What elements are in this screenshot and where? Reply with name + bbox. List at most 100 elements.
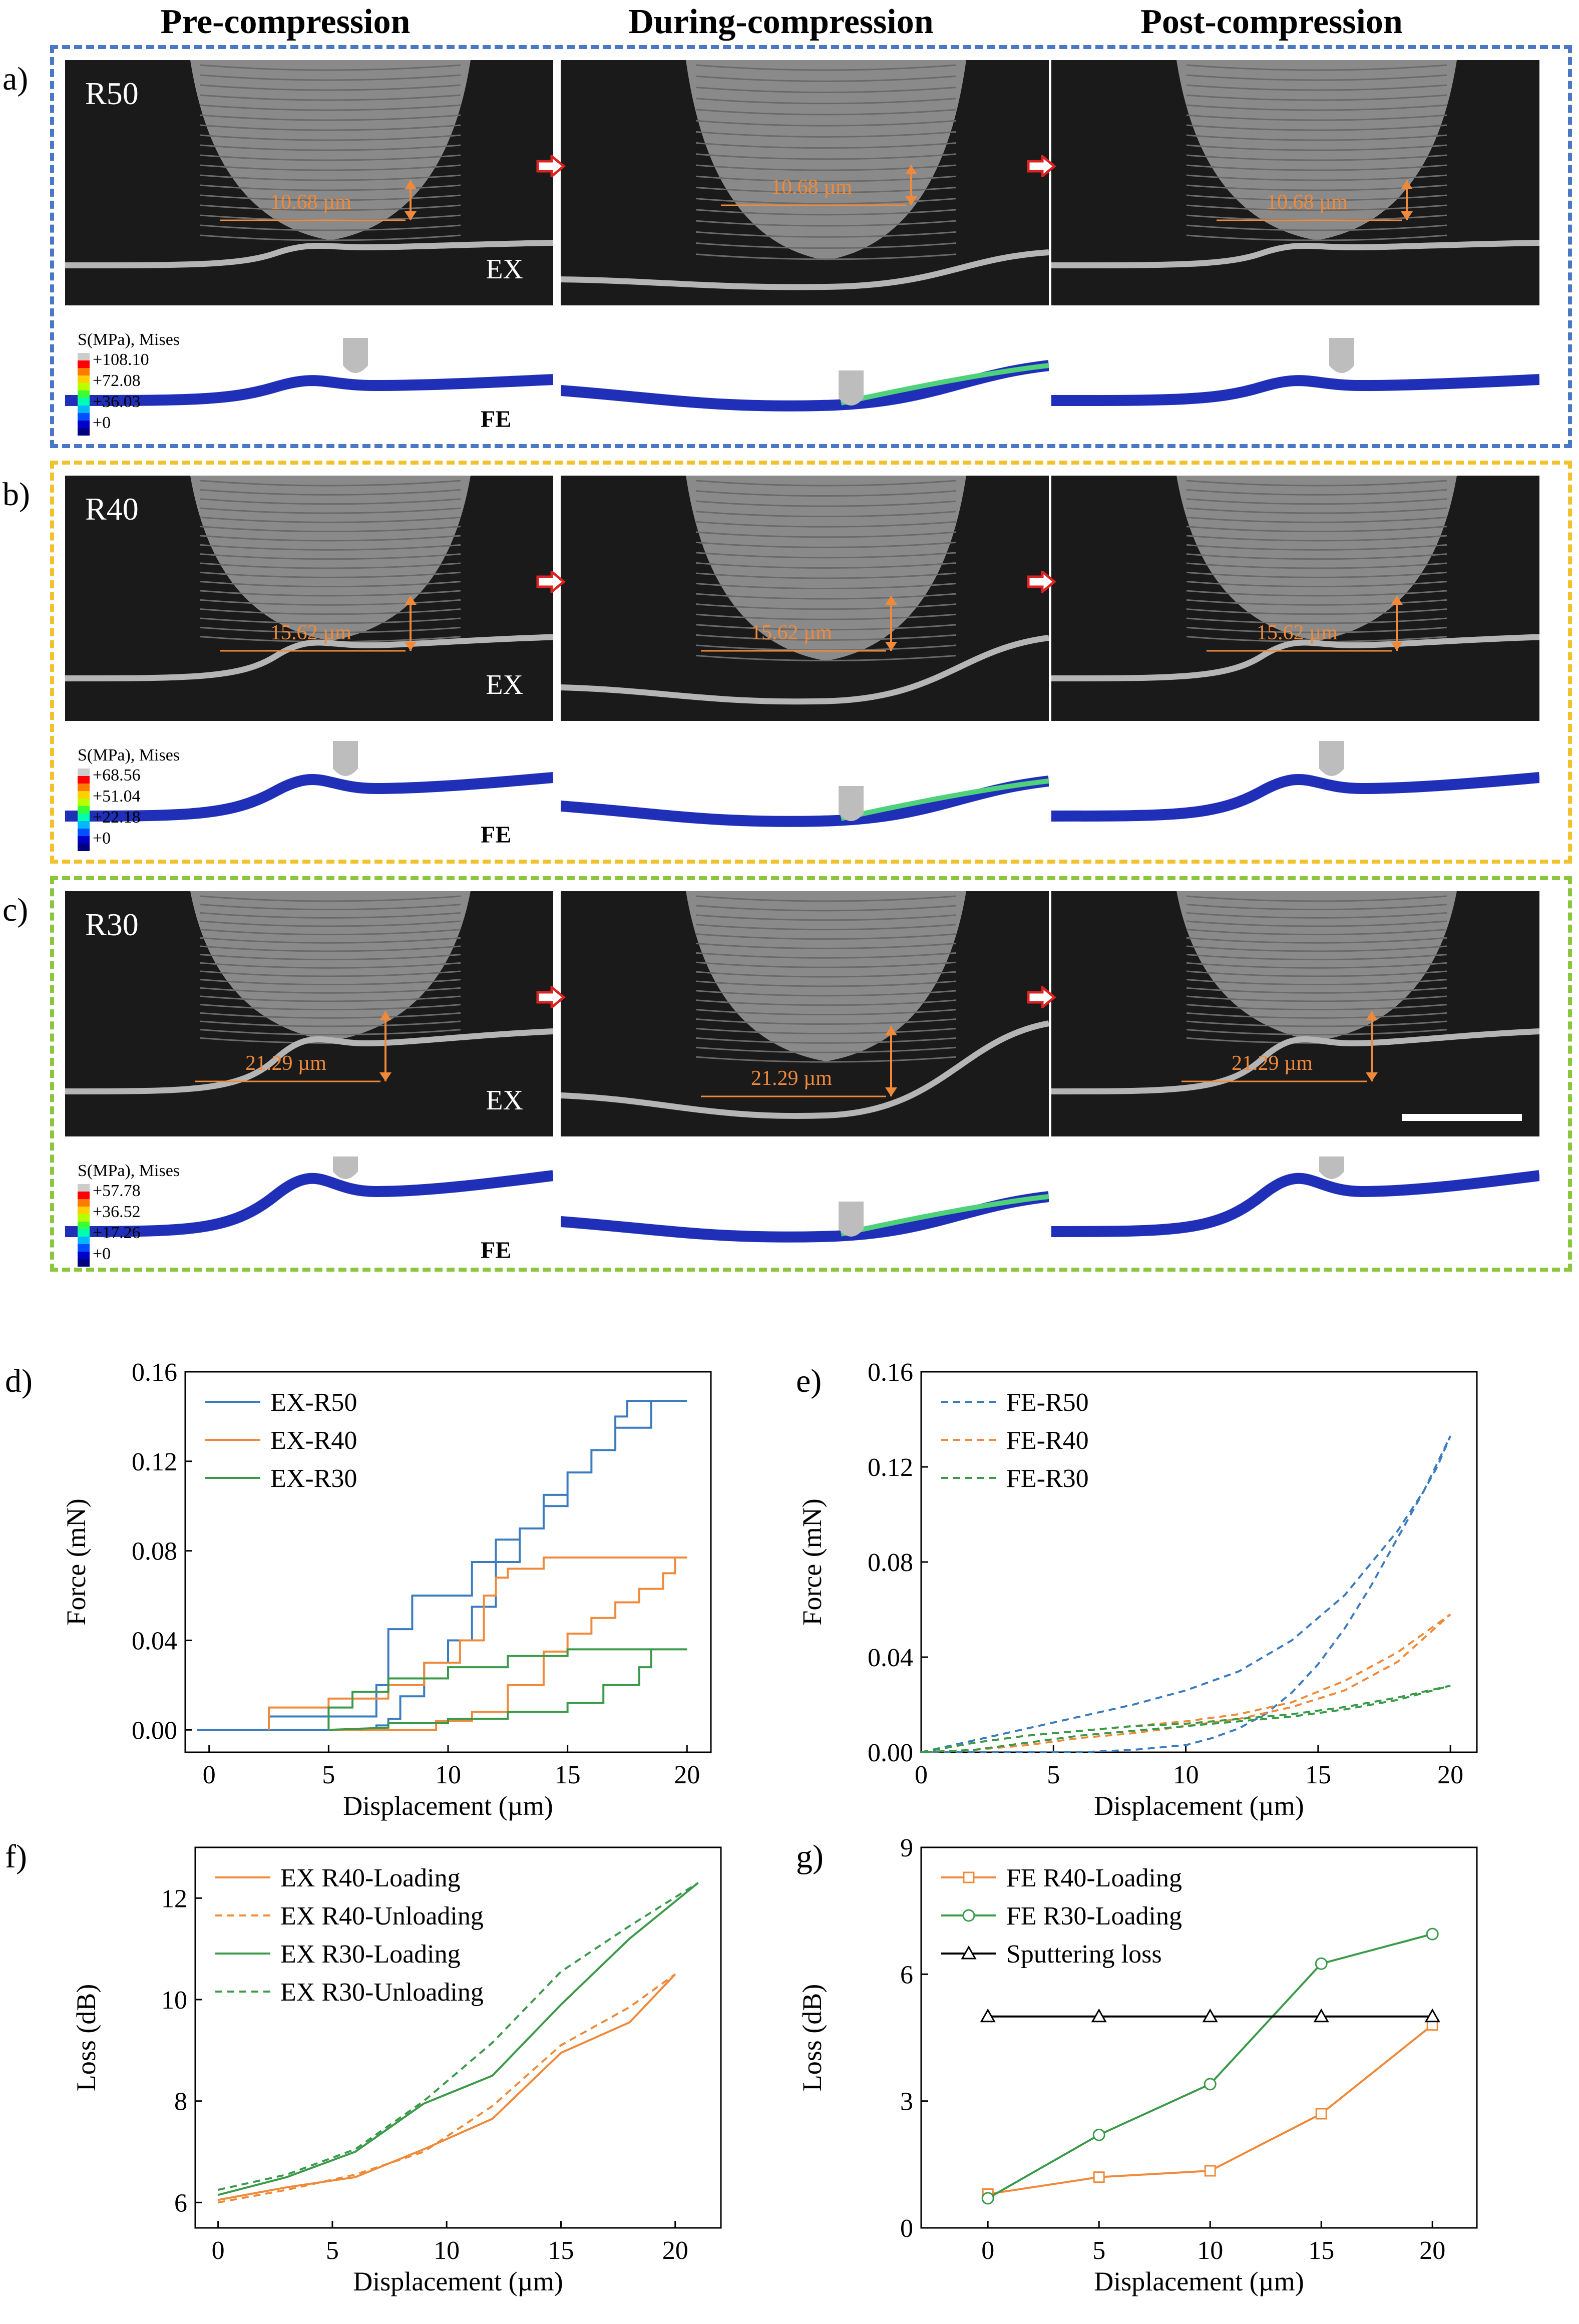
probe-texture-line bbox=[200, 204, 461, 211]
chart-svg-e: e) 0 5 10 15 20 0.00 0.04 0.08 0.12 0.16 Displaceme… bbox=[796, 1358, 1478, 1821]
panel-label: f) bbox=[5, 1838, 27, 1875]
probe-texture-line bbox=[1186, 590, 1447, 597]
scale-swatch bbox=[78, 1199, 90, 1207]
optical-fiber bbox=[65, 634, 553, 681]
probe-texture-line bbox=[695, 572, 957, 579]
fe-simulation-r40-3 bbox=[1051, 741, 1539, 822]
probe-texture-line bbox=[1186, 507, 1447, 514]
measurement-label: 21.29 µm bbox=[245, 1052, 326, 1075]
probe-texture-line bbox=[1186, 979, 1447, 986]
probe-texture-line bbox=[200, 535, 461, 542]
fe-simulation-r30-2 bbox=[561, 1191, 1049, 1243]
fe-probe bbox=[839, 1202, 864, 1237]
scale-swatch bbox=[78, 1222, 90, 1229]
probe-texture-line bbox=[200, 954, 461, 961]
x-tick-label: 20 bbox=[674, 1761, 700, 1789]
probe-texture-line bbox=[1186, 124, 1447, 131]
fe-fiber bbox=[1051, 1170, 1539, 1237]
sem-image-r30-3: 21.29 µm bbox=[1051, 891, 1539, 1136]
scale-swatch bbox=[78, 1244, 90, 1252]
fe-probe bbox=[839, 786, 864, 821]
x-tick-label: 0 bbox=[915, 1761, 928, 1789]
arrowhead-icon bbox=[379, 1011, 391, 1020]
probe-texture-line bbox=[1186, 581, 1447, 588]
legend-label: Sputtering loss bbox=[1006, 1940, 1162, 1969]
panel-label-r40: b) bbox=[3, 476, 30, 513]
data-point-triangle bbox=[980, 2008, 996, 2023]
sample-tag: R40 bbox=[85, 491, 139, 527]
stress-scale-tick: +72.08 bbox=[93, 371, 141, 390]
probe-texture-line bbox=[695, 490, 957, 497]
probe-texture-line bbox=[695, 500, 957, 507]
stress-scale-title: S(MPa), Mises bbox=[78, 330, 180, 349]
probe-texture-line bbox=[1186, 224, 1447, 231]
optical-fiber bbox=[561, 249, 1049, 290]
probe-texture-line bbox=[695, 999, 957, 1006]
fe-fiber bbox=[561, 776, 1049, 827]
series-line-fe-r30 bbox=[921, 1685, 1451, 1753]
probe-texture-line bbox=[200, 904, 461, 911]
stress-scale-tick: +0 bbox=[93, 414, 111, 432]
scale-swatch bbox=[78, 1237, 90, 1244]
next-stage-arrow-icon bbox=[1027, 155, 1056, 177]
arrowhead-icon bbox=[405, 211, 417, 220]
optical-fiber bbox=[65, 240, 553, 268]
probe-texture-line bbox=[200, 234, 461, 241]
plot-frame bbox=[920, 1371, 1478, 1753]
probe-texture-line bbox=[695, 253, 957, 260]
y-tick-label: 0.04 bbox=[868, 1644, 913, 1672]
scale-swatch bbox=[78, 428, 90, 436]
panel-label: g) bbox=[796, 1838, 824, 1875]
probe-tip-shape bbox=[190, 476, 471, 641]
probe-texture-line bbox=[695, 593, 957, 600]
probe-texture-line bbox=[695, 624, 957, 631]
scale-swatch bbox=[78, 829, 90, 836]
header-pre-compression: Pre-compression bbox=[160, 3, 411, 41]
probe-texture-line bbox=[1186, 929, 1447, 936]
fe-fiber bbox=[65, 374, 553, 406]
scale-swatch bbox=[78, 383, 90, 391]
fe-probe bbox=[1329, 338, 1354, 373]
fe-simulation-r40-1 bbox=[65, 741, 553, 822]
legend-label: FE R40-Loading bbox=[1006, 1864, 1182, 1892]
y-axis-label: Loss (dB) bbox=[797, 1984, 827, 2092]
fe-fiber bbox=[561, 360, 1049, 412]
x-axis-label: Displacement (µm) bbox=[343, 1791, 553, 1821]
probe-texture-line bbox=[200, 194, 461, 201]
chart-f: f) 0 5 10 15 20 6 8 10 12 Displacement (µm) Loss (d… bbox=[0, 1827, 781, 2321]
x-tick-label: 15 bbox=[548, 2236, 574, 2265]
y-axis-label: Force (mN) bbox=[797, 1498, 827, 1625]
stress-color-scale bbox=[78, 768, 90, 851]
stress-scale-tick: +36.52 bbox=[93, 1203, 141, 1221]
probe-texture-line bbox=[200, 224, 461, 231]
plot-frame bbox=[184, 1371, 712, 1753]
probe-texture-line bbox=[200, 1029, 461, 1036]
probe-texture-line bbox=[1186, 526, 1447, 533]
probe-texture-line bbox=[200, 507, 461, 514]
probe-texture-line bbox=[695, 952, 957, 959]
scale-swatch bbox=[78, 406, 90, 413]
probe-texture-line bbox=[1186, 234, 1447, 241]
x-axis-label: Displacement (µm) bbox=[353, 2266, 563, 2296]
scale-swatch bbox=[78, 398, 90, 406]
ex-label: EX bbox=[486, 254, 523, 285]
fe-simulation-r50-1 bbox=[65, 338, 553, 406]
probe-texture-line bbox=[1186, 571, 1447, 578]
x-tick-label: 10 bbox=[434, 2236, 460, 2265]
sample-tag: R50 bbox=[85, 76, 139, 111]
series-line-ex-r30-loading bbox=[218, 1882, 699, 2196]
chart-g: g) 0 5 10 15 20 0 3 6 9 Displacement (µm) Loss (dB)… bbox=[791, 1827, 1579, 2321]
probe-texture-line bbox=[1186, 970, 1447, 977]
optical-fiber bbox=[561, 1020, 1049, 1119]
fe-simulation-r30-3 bbox=[1051, 1156, 1539, 1237]
scale-swatch bbox=[78, 1214, 90, 1222]
probe-texture-line bbox=[695, 654, 957, 661]
probe-texture-line bbox=[1186, 94, 1447, 101]
stress-scale-tick: +0 bbox=[93, 1245, 111, 1263]
data-point-square bbox=[1093, 2171, 1105, 2183]
plot-frame bbox=[194, 1846, 722, 2229]
legend-label: EX R30-Unloading bbox=[280, 1978, 484, 2007]
probe-texture-line bbox=[695, 142, 957, 149]
series-line-ex-r40-loading bbox=[218, 1973, 676, 2201]
header-during-compression: During-compression bbox=[628, 3, 934, 41]
